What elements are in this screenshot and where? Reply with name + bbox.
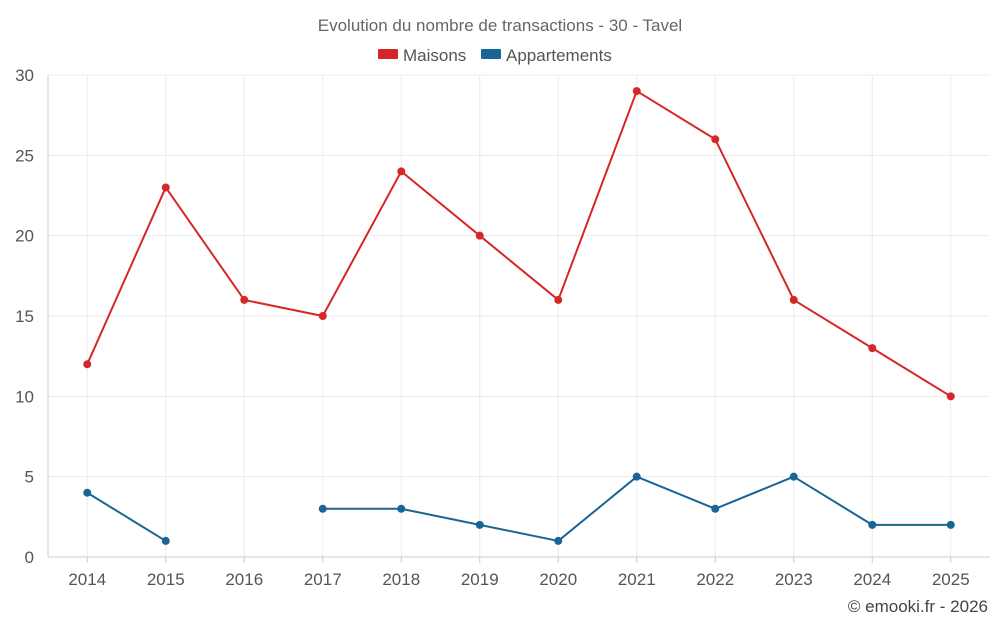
x-tick-label: 2023: [775, 570, 813, 589]
data-point-appartements: [789, 472, 798, 481]
data-point-maisons: [711, 135, 720, 144]
data-point-maisons: [946, 392, 955, 401]
series-line-appartements: [86, 491, 167, 542]
y-tick-label: 25: [15, 146, 34, 165]
legend-label-maisons[interactable]: Maisons: [403, 46, 466, 65]
data-point-appartements: [83, 488, 92, 497]
x-tick-label: 2016: [225, 570, 263, 589]
x-tick-label: 2017: [304, 570, 342, 589]
data-point-appartements: [868, 520, 877, 529]
data-point-maisons: [397, 167, 406, 176]
data-point-appartements: [161, 536, 170, 545]
x-tick-label: 2019: [461, 570, 499, 589]
chart-title: Evolution du nombre de transactions - 30…: [318, 16, 682, 35]
data-point-appartements: [632, 472, 641, 481]
data-point-maisons: [318, 312, 327, 320]
y-tick-label: 10: [15, 387, 34, 406]
x-tick-label: 2024: [853, 570, 891, 589]
data-point-appartements: [318, 504, 327, 513]
x-tick-label: 2022: [696, 570, 734, 589]
x-tick-label: 2020: [539, 570, 577, 589]
x-tick-label: 2018: [382, 570, 420, 589]
gridlines: [48, 74, 990, 557]
legend-swatch-maisons: [378, 49, 398, 59]
data-point-appartements: [475, 520, 484, 529]
y-tick-label: 0: [25, 548, 34, 567]
y-tick-label: 5: [25, 468, 34, 487]
data-point-maisons: [83, 360, 92, 369]
x-tick-label: 2025: [932, 570, 970, 589]
data-point-maisons: [554, 295, 563, 304]
legend: Maisons Appartements: [378, 46, 612, 65]
data-point-maisons: [868, 344, 877, 353]
series: [83, 87, 955, 545]
x-tick-label: 2014: [68, 570, 106, 589]
data-point-appartements: [711, 504, 720, 513]
y-tick-label: 15: [15, 307, 34, 326]
data-point-maisons: [632, 87, 641, 96]
legend-swatch-appartements: [481, 49, 501, 59]
x-tick-label: 2021: [618, 570, 656, 589]
data-point-appartements: [397, 504, 406, 513]
credit: © emooki.fr - 2026: [847, 597, 988, 616]
data-point-maisons: [240, 295, 249, 304]
data-point-appartements: [946, 520, 955, 529]
legend-label-appartements[interactable]: Appartements: [506, 46, 612, 65]
series-line-maisons: [86, 90, 952, 398]
data-point-maisons: [475, 231, 484, 240]
data-point-maisons: [789, 295, 798, 304]
x-tick-label: 2015: [147, 570, 185, 589]
data-point-appartements: [554, 536, 563, 545]
y-tick-label: 20: [15, 227, 34, 246]
data-point-maisons: [161, 183, 170, 192]
y-tick-label: 30: [15, 66, 34, 85]
